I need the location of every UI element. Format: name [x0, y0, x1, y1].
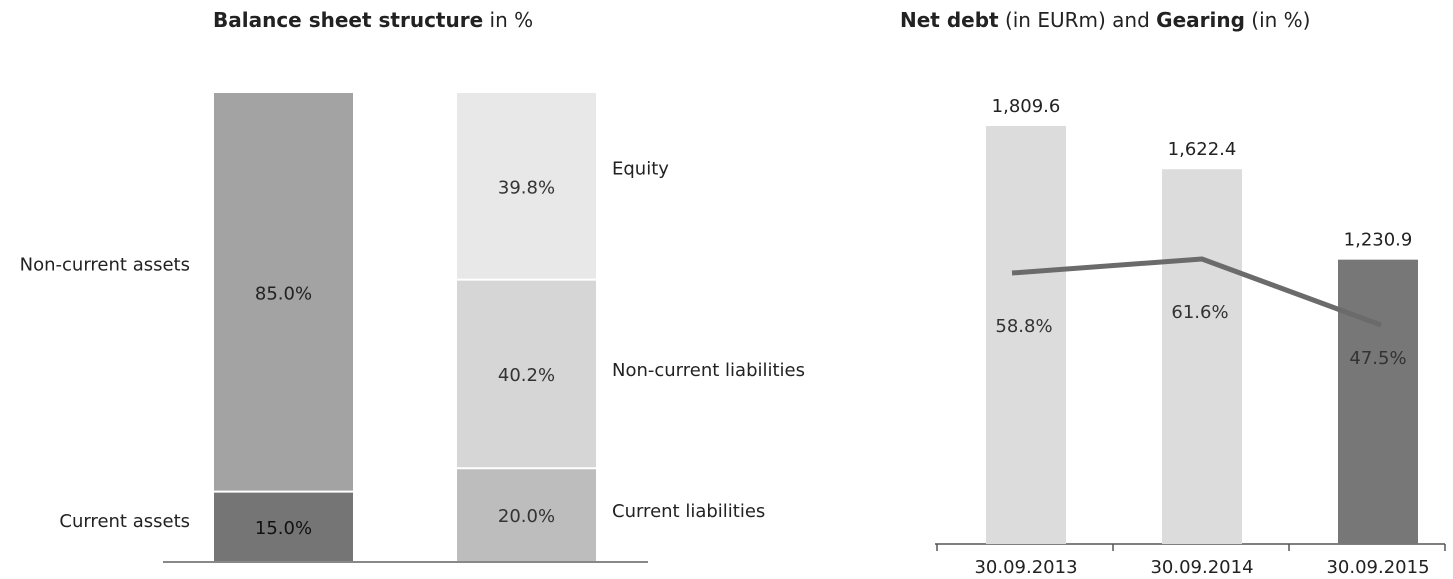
segment-value-label-current-assets: 15.0%: [255, 518, 312, 539]
gearing-value-label: 58.8%: [995, 316, 1052, 337]
segment-value-label-equity: 39.8%: [498, 177, 555, 198]
segment-value-label-current-liabilities: 20.0%: [498, 506, 555, 527]
gearing-value-label: 47.5%: [1349, 348, 1406, 369]
gearing-line: [1011, 256, 1382, 328]
balance-sheet-title: Balance sheet structure in %: [213, 8, 533, 32]
stack-segment-non-current-liabilities: [457, 279, 596, 469]
stack-segment-current-liabilities: [457, 468, 596, 562]
net-debt-title-part-3: Gearing: [1156, 8, 1245, 32]
stack-segment-non-current-assets: [214, 93, 353, 492]
segment-category-label-current-liabilities: Current liabilities: [612, 501, 765, 522]
segment-category-label-non-current-assets: Non-current assets: [20, 254, 190, 275]
net-debt-bar-30-09-2014: [1162, 169, 1242, 544]
gearing-value-label: 61.6%: [1171, 302, 1228, 323]
net-debt-value-label: 1,622.4: [1168, 139, 1237, 160]
x-tick-label-30-09-2015: 30.09.2015: [1326, 557, 1429, 578]
x-tick-label-30-09-2014: 30.09.2014: [1150, 557, 1253, 578]
stack-segment-equity: [457, 93, 596, 280]
net-debt-title: Net debt (in EURm) and Gearing (in %): [900, 8, 1310, 32]
net-debt-bar-30-09-2015: [1338, 259, 1418, 544]
segment-value-label-non-current-liabilities: 40.2%: [498, 365, 555, 386]
net-debt-value-label: 1,230.9: [1344, 230, 1413, 251]
net-debt-title-part-4: (in %): [1244, 8, 1311, 32]
x-tick-label-30-09-2013: 30.09.2013: [974, 557, 1077, 578]
net-debt-title-part-1: Net debt: [900, 8, 999, 32]
balance-sheet-title-unit: in %: [483, 8, 534, 32]
net-debt-value-label: 1,809.6: [992, 96, 1061, 117]
segment-category-label-current-assets: Current assets: [59, 511, 190, 532]
segment-category-label-equity: Equity: [612, 158, 669, 179]
net-debt-bar-30-09-2013: [986, 126, 1066, 544]
segment-value-label-non-current-assets: 85.0%: [255, 283, 312, 304]
balance-sheet-title-bold: Balance sheet structure: [213, 8, 484, 32]
segment-category-label-non-current-liabilities: Non-current liabilities: [612, 360, 805, 381]
net-debt-title-part-2: (in EURm) and: [998, 8, 1157, 32]
stack-segment-current-assets: [214, 491, 353, 562]
